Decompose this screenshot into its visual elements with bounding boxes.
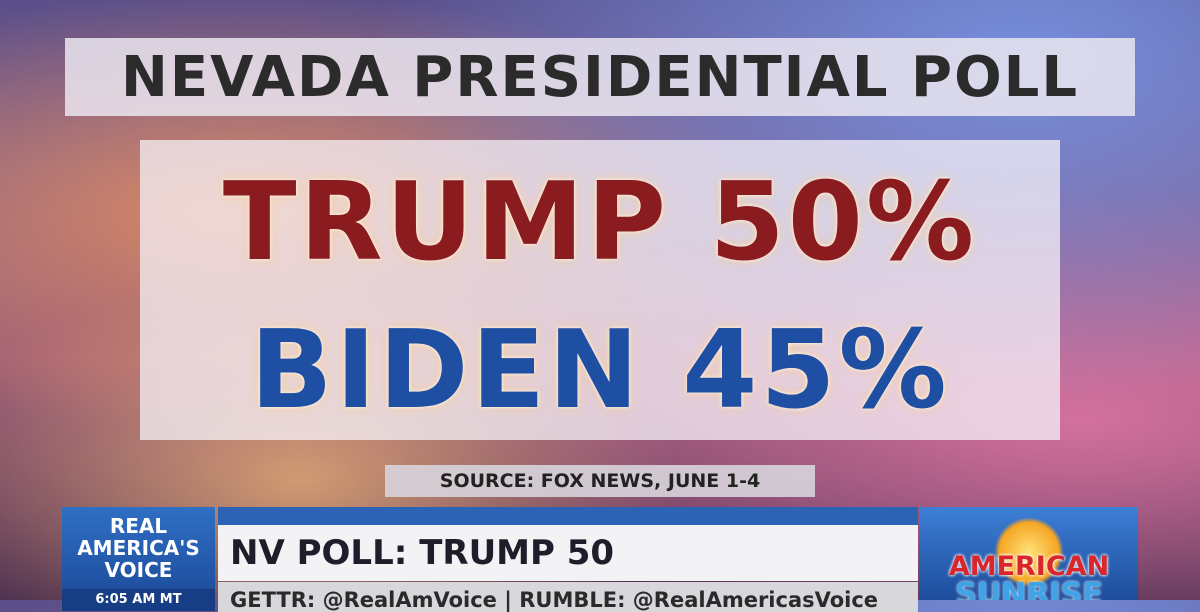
time: 6:05 AM MT <box>62 589 215 611</box>
trump-result: TRUMP 50% <box>222 160 978 285</box>
ticker: GETTR: @RealAmVoice | RUMBLE: @RealAmeri… <box>230 588 879 612</box>
ticker-box: GETTR: @RealAmVoice | RUMBLE: @RealAmeri… <box>218 582 918 612</box>
logo-line: VOICE <box>104 558 173 582</box>
headline: NV POLL: TRUMP 50 <box>230 533 615 573</box>
network-logo: REAL AMERICA'S VOICE 6:05 AM MT <box>62 507 215 611</box>
biden-result: BIDEN 45% <box>250 308 950 433</box>
source-text: SOURCE: FOX NEWS, JUNE 1-4 <box>439 470 761 492</box>
title-bar: NEVADA PRESIDENTIAL POLL <box>65 38 1135 116</box>
sun-icon <box>994 517 1064 587</box>
poll-panel <box>140 140 1060 440</box>
show-logo-word: SUNRISE <box>955 577 1103 600</box>
logo-line: REAL <box>109 514 168 538</box>
show-logo: AMERICAN SUNRISE <box>920 507 1138 600</box>
top-strip <box>218 507 918 525</box>
headline-box: NV POLL: TRUMP 50 <box>218 525 918 581</box>
show-logo-word: AMERICAN <box>948 551 1110 582</box>
logo-line: AMERICA'S <box>77 536 200 560</box>
title: NEVADA PRESIDENTIAL POLL <box>120 44 1080 110</box>
source: SOURCE: FOX NEWS, JUNE 1-4 <box>385 465 815 497</box>
